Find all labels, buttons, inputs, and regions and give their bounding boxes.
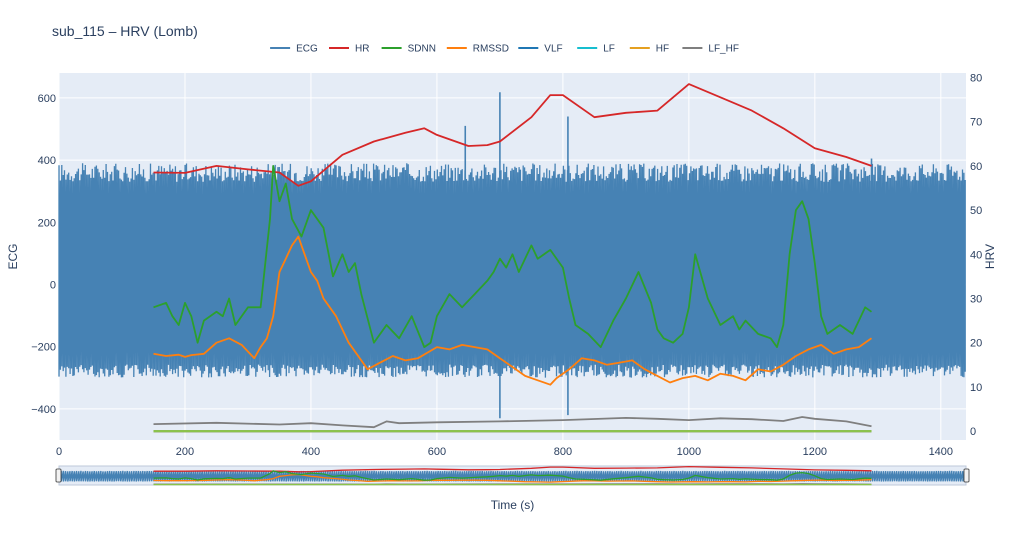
y-left-tick-label: 200 xyxy=(38,217,56,229)
x-axis-label: Time (s) xyxy=(491,498,535,512)
slider-series-rmssd xyxy=(153,473,872,483)
y-left-axis-ticks: −400 −200 0 200 400 600 xyxy=(31,93,56,416)
y-right-axis-label: HRV xyxy=(983,244,997,269)
legend-item-sdnn[interactable]: SDNN xyxy=(381,44,436,55)
y-left-tick-label: 400 xyxy=(38,155,56,167)
legend-label: ECG xyxy=(296,44,318,55)
y-left-tick-label: 0 xyxy=(50,279,56,291)
legend[interactable]: ECG HR SDNN RMSSD VLF LF HF LF_HF xyxy=(270,44,739,55)
legend-label: VLF xyxy=(544,44,562,55)
legend-item-lf[interactable]: LF xyxy=(577,44,615,55)
y-right-tick-label: 0 xyxy=(970,426,976,438)
legend-item-lf-hf[interactable]: LF_HF xyxy=(682,44,739,55)
x-tick-label: 200 xyxy=(176,446,194,458)
y-right-tick-label: 30 xyxy=(970,294,982,306)
x-tick-label: 800 xyxy=(554,446,572,458)
y-right-tick-label: 70 xyxy=(970,117,982,129)
legend-item-rmssd[interactable]: RMSSD xyxy=(446,44,509,55)
legend-item-hf[interactable]: HF xyxy=(629,44,669,55)
slider-series-ecg xyxy=(58,470,966,482)
y-right-tick-label: 40 xyxy=(970,249,982,261)
x-tick-label: 0 xyxy=(56,446,62,458)
slider-series-hr xyxy=(153,465,872,473)
y-left-axis-label: ECG xyxy=(6,243,20,269)
slider-handle-right[interactable] xyxy=(963,468,970,483)
x-tick-label: 600 xyxy=(428,446,446,458)
y-right-tick-label: 20 xyxy=(970,338,982,350)
x-tick-label: 1200 xyxy=(803,446,827,458)
y-left-tick-label: −200 xyxy=(31,342,56,354)
series-ecg xyxy=(58,163,966,378)
series-rmssd xyxy=(153,235,873,386)
series-sdnn xyxy=(153,165,873,348)
y-right-tick-label: 80 xyxy=(970,72,982,84)
legend-label: LF_HF xyxy=(708,44,739,55)
x-tick-label: 1000 xyxy=(677,446,701,458)
legend-label: HR xyxy=(355,44,369,55)
y-right-tick-label: 10 xyxy=(970,382,982,394)
y-right-tick-label: 50 xyxy=(970,205,982,217)
legend-label: LF xyxy=(603,44,615,55)
range-slider[interactable] xyxy=(55,465,970,486)
series-hr xyxy=(153,83,872,187)
legend-label: HF xyxy=(656,44,669,55)
legend-label: RMSSD xyxy=(473,44,509,55)
y-right-axis-ticks: 0 10 20 30 40 50 60 70 80 xyxy=(970,72,982,438)
series-lf-hf xyxy=(153,416,872,429)
y-left-tick-label: 600 xyxy=(38,93,56,105)
legend-item-vlf[interactable]: VLF xyxy=(518,44,563,55)
x-tick-label: 400 xyxy=(302,446,320,458)
traces xyxy=(58,83,966,433)
legend-item-ecg[interactable]: ECG xyxy=(270,44,318,55)
slider-series-sdnn xyxy=(153,470,872,481)
x-tick-label: 1400 xyxy=(929,446,953,458)
legend-label: SDNN xyxy=(408,44,436,55)
x-axis-ticks: 0 200 400 600 800 1000 1200 1400 xyxy=(56,446,953,458)
chart-title: sub_115 – HRV (Lomb) xyxy=(52,23,198,39)
slider-handle-left[interactable] xyxy=(55,468,62,483)
y-left-tick-label: −400 xyxy=(31,404,56,416)
y-right-tick-label: 60 xyxy=(970,161,982,173)
legend-item-hr[interactable]: HR xyxy=(329,44,369,55)
